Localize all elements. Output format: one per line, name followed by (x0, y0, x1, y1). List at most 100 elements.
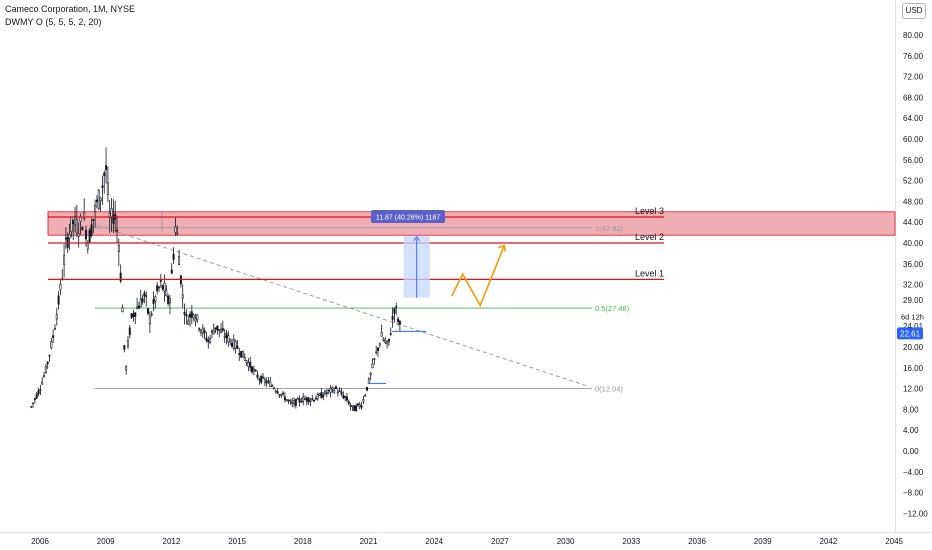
candle-body (296, 398, 299, 400)
time-axis[interactable]: 2006 2009 2012 2015 2018 2021 2024 2027 2030 2033… (31, 537, 903, 546)
x-tick-label: 2030 (557, 537, 575, 546)
candle-body (258, 378, 261, 381)
candle-body (309, 399, 312, 402)
candle-body (322, 394, 325, 398)
candle-body (194, 318, 197, 322)
candle-body (148, 316, 151, 325)
candle-body (39, 389, 42, 391)
candle-body (156, 285, 159, 292)
candle-body (335, 386, 338, 389)
candle-body (378, 343, 381, 346)
y-tick-label: 72.00 (903, 73, 924, 82)
candle-body (389, 333, 392, 336)
candle-body (387, 338, 390, 342)
indicator-legend[interactable]: DWMY O (5, 5, 5, 2, 20) (5, 17, 102, 27)
candle-body (234, 341, 237, 349)
candle-body (90, 224, 93, 237)
candle-body (342, 395, 345, 399)
candle-body (210, 330, 213, 333)
candle-body (130, 313, 133, 318)
candle-body (364, 395, 367, 397)
candle-body (294, 399, 297, 406)
candle-body (126, 340, 129, 347)
candle-body (150, 313, 153, 316)
candle-body (251, 366, 254, 373)
y-tick-label: −8.00 (903, 489, 924, 498)
candle-body (311, 398, 314, 400)
candle-body (35, 394, 38, 399)
candle-body (81, 227, 84, 231)
candle-body (375, 351, 378, 354)
candle-body (112, 215, 115, 224)
fib-label: 1(42.92) (595, 224, 623, 233)
candle-body (220, 329, 223, 333)
candle-body (110, 208, 113, 219)
level-label: Level 2 (635, 232, 664, 242)
candle-body (256, 374, 259, 378)
candle-body (68, 234, 71, 239)
candle-body (371, 363, 374, 368)
current-price-badge (897, 327, 923, 340)
candle-body (77, 233, 80, 237)
candle-body (167, 295, 170, 304)
candle-body (285, 399, 288, 402)
price-axis[interactable]: 80.00 76.00 72.00 68.00 64.00 60.00 56.00 52.00… (897, 31, 928, 518)
candle-body (50, 341, 53, 349)
candle-body (157, 286, 160, 289)
candle-body (205, 337, 208, 341)
candle-body (380, 332, 383, 337)
candle-body (178, 255, 181, 266)
candle-body (278, 394, 281, 396)
candle-body (72, 220, 75, 224)
candle-body (240, 351, 243, 358)
candle-body (185, 314, 188, 317)
candle-body (227, 335, 230, 343)
candle-body (247, 362, 250, 368)
candle-body (33, 398, 36, 401)
candle-body (57, 295, 60, 305)
candle-body (320, 392, 323, 399)
candle-body (139, 298, 142, 308)
candle-body (119, 272, 122, 282)
candle-body (324, 390, 327, 395)
candle-body (99, 197, 102, 201)
candle-body (382, 338, 385, 341)
candle-body (223, 336, 226, 338)
y-tick-label: 52.00 (903, 177, 924, 186)
candle-body (391, 316, 394, 320)
candle-body (386, 340, 389, 345)
candle-body (95, 199, 98, 203)
candle-body (366, 386, 369, 391)
y-tick-label: −12.00 (903, 509, 928, 518)
candle-body (106, 182, 109, 195)
symbol-title[interactable]: Cameco Corporation, 1M, NYSE (5, 4, 136, 14)
candle-body (336, 391, 339, 394)
candle-body (159, 279, 162, 282)
x-tick-label: 2015 (228, 537, 246, 546)
candle-body (232, 338, 235, 349)
candle-body (30, 406, 33, 408)
currency-button[interactable]: USD (902, 3, 926, 19)
candle-body (52, 335, 55, 338)
candle-body (147, 308, 150, 314)
candle-body (307, 397, 310, 403)
candle-body (136, 306, 139, 309)
candle-body (269, 381, 272, 387)
projection-arrowhead (498, 244, 507, 252)
current-price-label: 22.61 (900, 329, 921, 338)
candle-body (369, 372, 372, 376)
measure-label-bg (371, 210, 445, 223)
candle-body (355, 405, 358, 411)
candle-body (238, 353, 241, 355)
candle-body (272, 387, 275, 390)
candle-body (267, 380, 270, 382)
candle-body (293, 400, 296, 405)
candle-body (92, 218, 95, 221)
y-tick-label: 0.00 (903, 447, 919, 456)
candle-body (32, 402, 35, 405)
candle-body (64, 237, 67, 240)
y-tick-label: 8.00 (903, 405, 919, 414)
candle-body (209, 338, 212, 343)
candles-layer (30, 147, 426, 413)
